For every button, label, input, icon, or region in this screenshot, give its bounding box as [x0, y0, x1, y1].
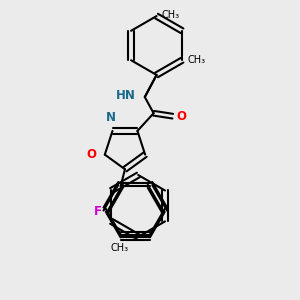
- Text: F: F: [93, 205, 101, 218]
- Text: O: O: [87, 148, 97, 161]
- Text: N: N: [106, 111, 116, 124]
- Text: O: O: [176, 110, 186, 123]
- Text: CH₃: CH₃: [110, 243, 128, 253]
- Text: CH₃: CH₃: [188, 55, 206, 65]
- Text: HN: HN: [116, 89, 135, 102]
- Text: CH₃: CH₃: [162, 10, 180, 20]
